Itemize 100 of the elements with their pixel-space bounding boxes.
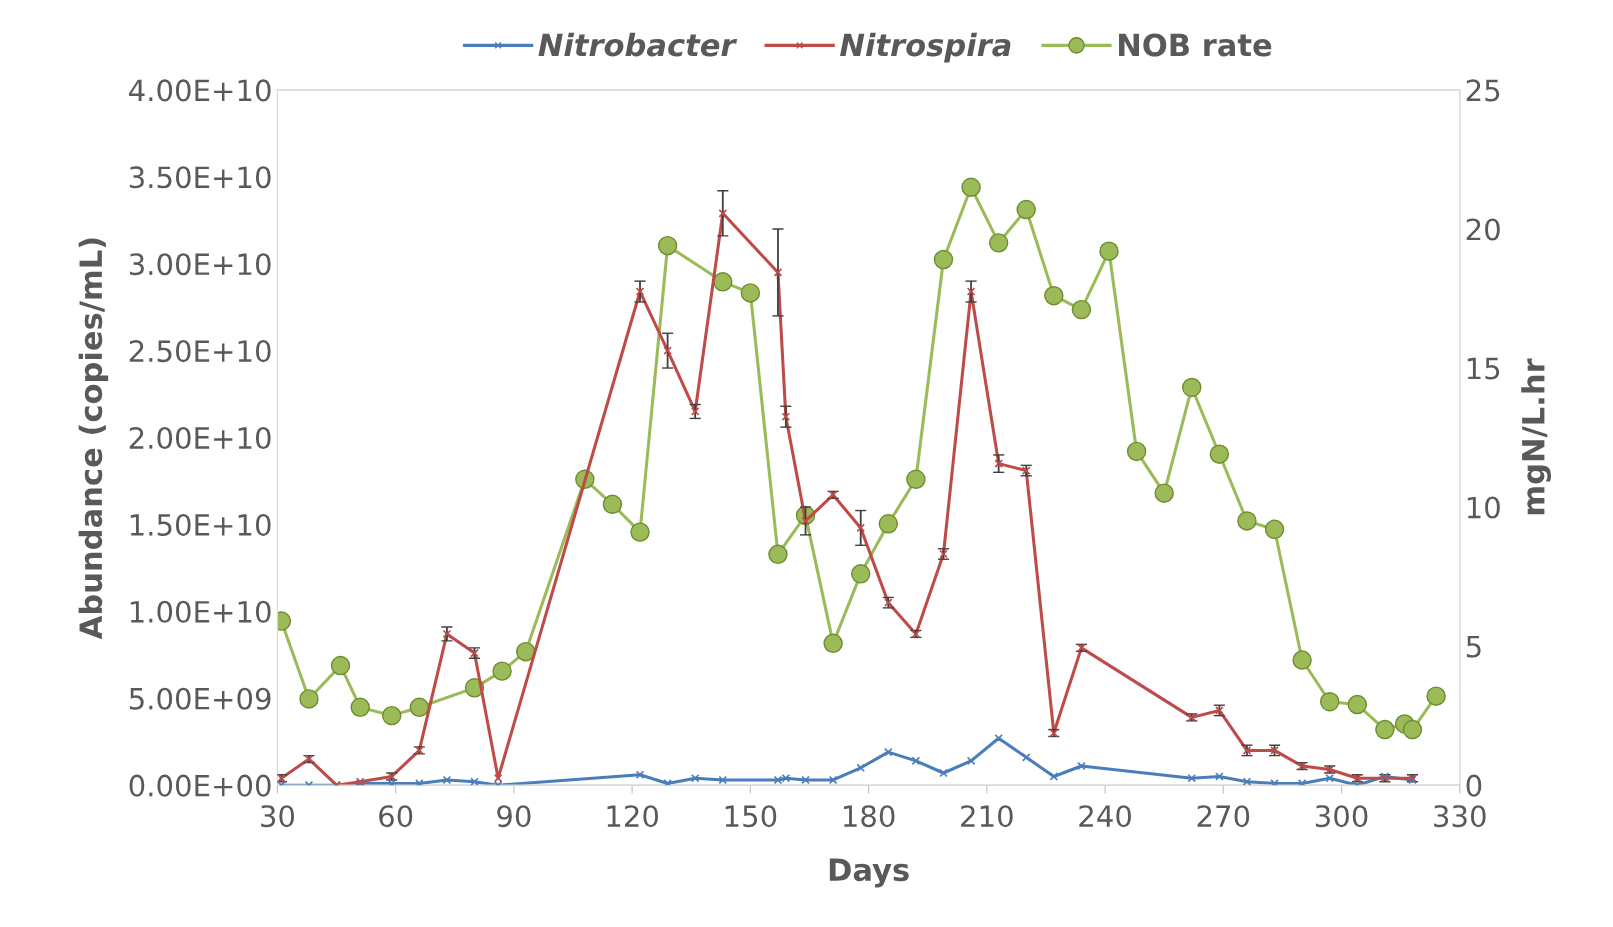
y2-tick-label: 0 xyxy=(1466,774,1482,797)
point xyxy=(1319,692,1340,712)
y-tick-label: 3.00E+10 xyxy=(129,253,271,276)
point xyxy=(1016,199,1036,220)
y-axis-title: Abundance (copies/mL) xyxy=(78,238,109,640)
point xyxy=(801,775,810,785)
point xyxy=(823,633,843,654)
point xyxy=(1187,773,1197,783)
point xyxy=(911,756,921,766)
x-tick-label: 270 xyxy=(1197,805,1250,828)
point xyxy=(1264,519,1285,540)
point xyxy=(415,779,424,786)
point xyxy=(1154,483,1174,503)
point xyxy=(1347,694,1368,715)
point xyxy=(883,747,893,757)
x-tick-label: 150 xyxy=(725,805,777,828)
point xyxy=(856,763,866,773)
point xyxy=(994,459,1003,468)
y-tick-label: 5.00E+09 xyxy=(129,687,271,710)
point xyxy=(1182,377,1202,398)
point xyxy=(690,407,700,416)
point xyxy=(516,641,536,662)
point xyxy=(387,779,397,786)
point xyxy=(856,523,866,533)
legend-label: NOB rate xyxy=(1119,33,1272,57)
point xyxy=(718,209,728,218)
point xyxy=(1071,299,1092,320)
point xyxy=(1237,511,1257,531)
point xyxy=(657,235,678,256)
point xyxy=(961,177,981,197)
point xyxy=(850,564,871,584)
point xyxy=(1049,772,1059,781)
y2-tick-label: 10 xyxy=(1467,496,1500,519)
y-tick-label: 2.50E+10 xyxy=(129,340,271,363)
legend-label: Nitrospira xyxy=(840,32,1011,63)
y2-tick-label: 25 xyxy=(1466,79,1500,102)
point xyxy=(635,287,645,296)
point xyxy=(1325,773,1335,783)
y-tick-label: 1.50E+10 xyxy=(130,513,271,536)
x-tick-label: 330 xyxy=(1434,805,1486,828)
legend-label: Nitrobacter xyxy=(538,32,738,57)
x-tick-label: 30 xyxy=(261,805,295,828)
point xyxy=(442,775,452,785)
x-tick-label: 60 xyxy=(379,805,413,828)
point xyxy=(713,272,733,292)
point xyxy=(1270,779,1279,786)
point xyxy=(1426,686,1446,706)
point xyxy=(1375,719,1395,740)
point xyxy=(663,346,672,355)
point xyxy=(409,697,430,718)
point xyxy=(663,779,672,786)
point xyxy=(1077,761,1086,771)
point xyxy=(878,514,899,534)
point xyxy=(690,773,700,783)
point xyxy=(906,469,926,489)
point xyxy=(933,249,954,270)
point xyxy=(781,412,791,421)
y2-tick-label: 5 xyxy=(1466,635,1481,658)
y-tick-label: 1.00E+10 xyxy=(130,600,271,623)
point xyxy=(299,689,319,709)
y-tick-label: 4.00E+10 xyxy=(129,79,271,102)
point xyxy=(1044,285,1064,306)
x-tick-label: 120 xyxy=(607,805,659,828)
x-axis-title: Days xyxy=(829,858,909,888)
point xyxy=(1021,753,1031,762)
point xyxy=(768,544,788,565)
point xyxy=(492,661,512,681)
point xyxy=(994,733,1003,743)
x-tick-label: 90 xyxy=(497,805,531,828)
point xyxy=(773,268,783,277)
point xyxy=(493,773,503,783)
point xyxy=(602,494,623,515)
y-tick-label: 0.00E+00 xyxy=(129,774,271,797)
y2-axis-title: mgN/L.hr xyxy=(1521,358,1551,515)
point xyxy=(470,777,479,786)
x-tick-label: 240 xyxy=(1079,805,1131,828)
point xyxy=(718,775,728,785)
point xyxy=(330,655,351,676)
x-tick-label: 210 xyxy=(961,805,1013,828)
point xyxy=(988,233,1009,253)
point xyxy=(382,705,402,726)
point xyxy=(966,756,976,766)
point xyxy=(1209,444,1230,464)
point xyxy=(630,522,650,542)
point xyxy=(1126,441,1147,462)
point xyxy=(939,768,948,778)
point xyxy=(1215,772,1224,781)
point xyxy=(1242,777,1252,786)
y-tick-label: 2.00E+10 xyxy=(129,426,271,450)
y2-tick-label: 20 xyxy=(1466,218,1500,241)
point xyxy=(740,283,761,303)
point xyxy=(1402,719,1423,740)
x-tick-label: 180 xyxy=(843,805,895,828)
x-tick-label: 300 xyxy=(1315,805,1368,828)
point xyxy=(1292,650,1312,670)
point xyxy=(966,287,976,296)
y2-tick-label: 15 xyxy=(1467,357,1500,380)
y-tick-label: 3.50E+10 xyxy=(129,166,271,189)
point xyxy=(350,697,370,718)
point xyxy=(801,516,810,526)
